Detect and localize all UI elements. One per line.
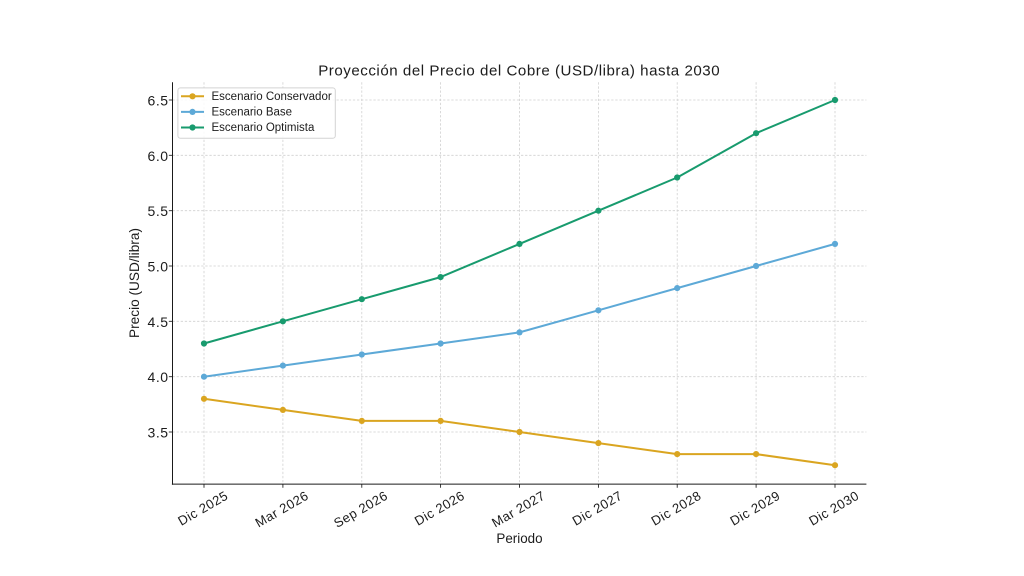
svg-text:6.5: 6.5 [148,93,169,109]
svg-text:5.0: 5.0 [148,259,169,275]
svg-text:Proyección del Precio del Cobr: Proyección del Precio del Cobre (USD/lib… [318,63,720,80]
svg-text:Periodo: Periodo [496,531,542,546]
svg-text:Escenario Conservador: Escenario Conservador [212,91,332,103]
svg-text:6.0: 6.0 [148,148,169,164]
svg-text:5.5: 5.5 [148,203,169,219]
svg-text:Escenario Base: Escenario Base [212,107,293,119]
svg-text:Precio (USD/libra): Precio (USD/libra) [127,228,142,338]
svg-text:3.5: 3.5 [148,425,169,441]
svg-text:4.5: 4.5 [148,314,169,330]
svg-text:Escenario Optimista: Escenario Optimista [212,122,316,134]
svg-text:4.0: 4.0 [148,369,169,385]
